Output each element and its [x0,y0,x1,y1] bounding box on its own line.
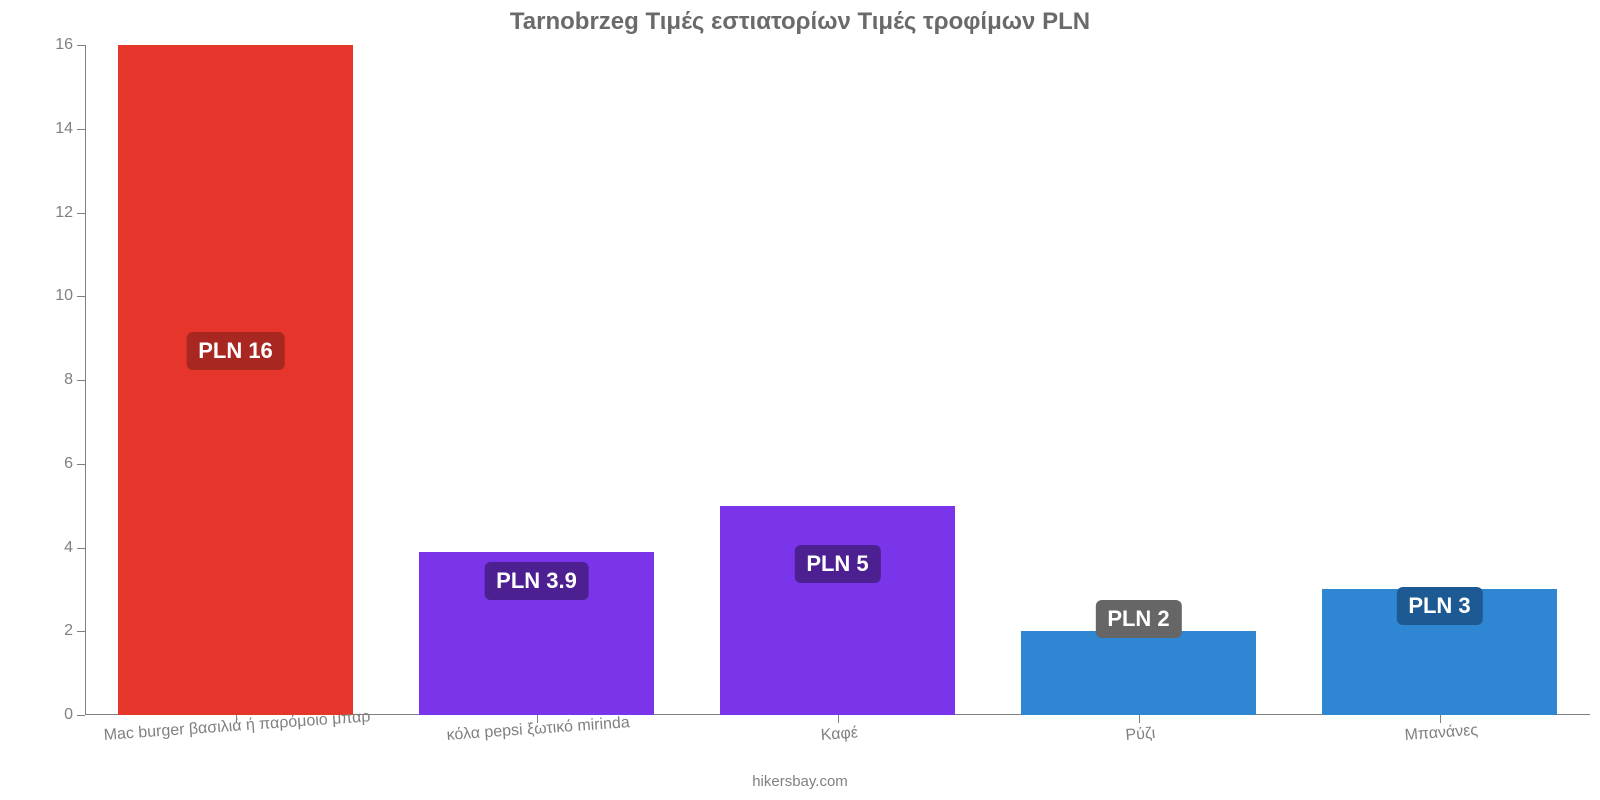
y-tick-label: 12 [55,204,85,222]
x-tick-label: Μπανάνες [1403,710,1478,745]
chart-title: Tarnobrzeg Τιμές εστιατορίων Τιμές τροφί… [0,8,1600,36]
attribution: hikersbay.com [0,773,1600,790]
bar [720,506,955,715]
value-badge: PLN 2 [1095,600,1181,638]
bar [1021,631,1256,715]
y-tick-label: 8 [64,371,85,389]
y-tick-label: 14 [55,120,85,138]
y-axis-line [85,45,86,715]
y-tick-label: 4 [64,539,85,557]
y-tick-label: 16 [55,36,85,54]
y-tick-label: 10 [55,287,85,305]
x-tick-label: Ρύζι [1124,713,1156,745]
value-badge: PLN 3 [1396,587,1482,625]
y-tick-label: 2 [64,622,85,640]
y-tick-label: 0 [64,706,85,724]
x-tick-label: Καφέ [819,712,858,745]
value-badge: PLN 3.9 [484,562,589,600]
value-badge: PLN 16 [186,332,285,370]
value-badge: PLN 5 [794,545,880,583]
y-tick-label: 6 [64,455,85,473]
bar [118,45,353,715]
chart-container: Tarnobrzeg Τιμές εστιατορίων Τιμές τροφί… [0,0,1600,800]
plot-area: 0246810121416Mac burger βασιλιά ή παρόμο… [85,45,1590,715]
